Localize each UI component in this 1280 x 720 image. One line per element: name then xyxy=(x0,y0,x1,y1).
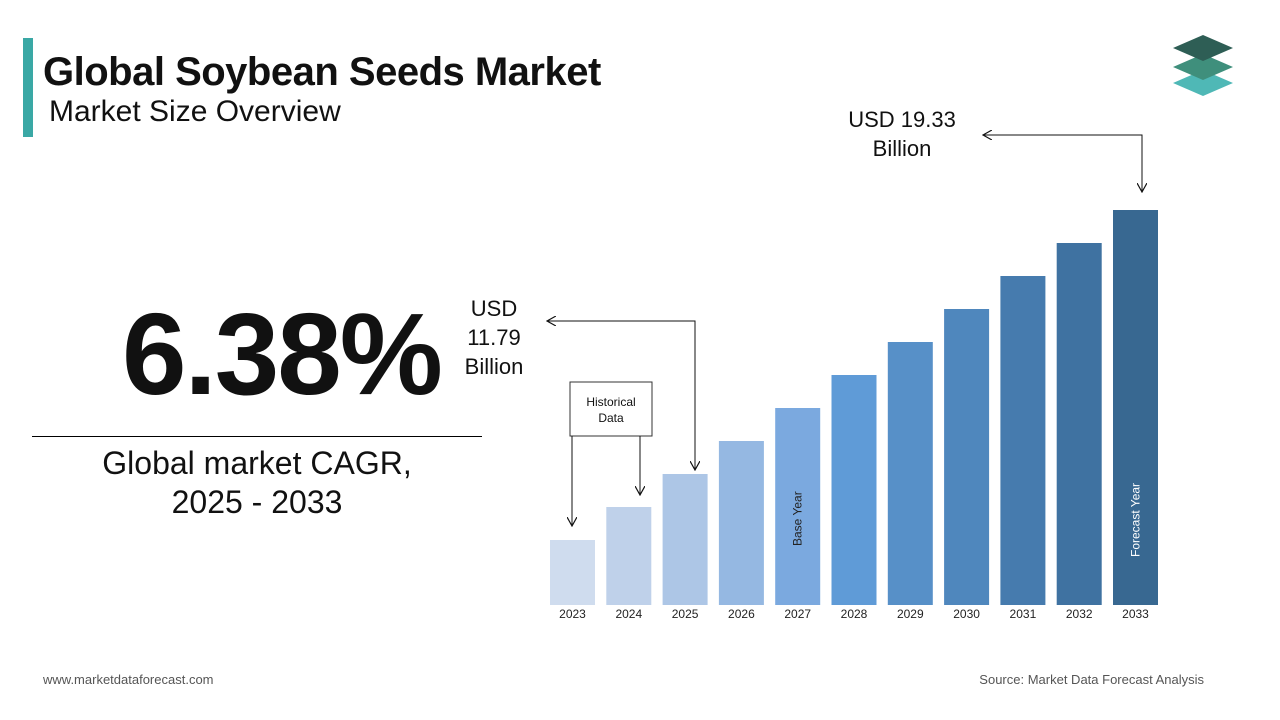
x-tick-2029: 2029 xyxy=(897,607,924,621)
bar-2024 xyxy=(606,507,652,605)
x-tick-2027: 2027 xyxy=(784,607,811,621)
historical-data-label-2: Data xyxy=(598,411,624,425)
bar-2031 xyxy=(1000,276,1046,605)
forecast-year-label: Forecast Year xyxy=(1129,483,1143,557)
bar-2027 xyxy=(775,408,821,605)
x-tick-2030: 2030 xyxy=(953,607,980,621)
base-year-label: Base Year xyxy=(791,491,805,546)
x-tick-2024: 2024 xyxy=(615,607,642,621)
cagr-label-line1: Global market CAGR, xyxy=(102,445,412,481)
x-tick-2026: 2026 xyxy=(728,607,755,621)
bar-2032 xyxy=(1056,243,1102,605)
x-tick-2028: 2028 xyxy=(841,607,868,621)
connector-usd-2025 xyxy=(548,320,696,470)
page-title: Global Soybean Seeds Market xyxy=(43,50,601,94)
bar-2026 xyxy=(718,441,764,605)
x-tick-2031: 2031 xyxy=(1010,607,1037,621)
bar-2023 xyxy=(550,540,595,605)
x-tick-2025: 2025 xyxy=(672,607,699,621)
bar-2028 xyxy=(831,375,877,605)
x-tick-2023: 2023 xyxy=(559,607,586,621)
footer-source: Source: Market Data Forecast Analysis xyxy=(979,672,1204,687)
usd-2025-label-2: 11.79 xyxy=(467,325,520,350)
cagr-divider xyxy=(32,436,482,437)
usd-2025-label-3: Billion xyxy=(465,354,524,379)
bar-2030 xyxy=(944,309,990,605)
logo-layer-middle xyxy=(1173,54,1233,80)
logo-layer-bottom xyxy=(1173,70,1233,96)
bar-2025 xyxy=(662,474,708,605)
title-accent-bar xyxy=(23,38,33,137)
stacked-layers-icon xyxy=(1173,35,1233,96)
x-tick-2033: 2033 xyxy=(1122,607,1149,621)
connector-usd-2033 xyxy=(984,134,1143,190)
historical-data-label-1: Historical xyxy=(586,395,635,409)
footer-website: www.marketdataforecast.com xyxy=(43,672,214,687)
logo-layer-top xyxy=(1173,35,1233,61)
bar-2033 xyxy=(1113,210,1158,605)
bar-2029 xyxy=(887,342,933,605)
usd-2033-label-2: Billion xyxy=(873,136,932,161)
page-subtitle: Market Size Overview xyxy=(49,95,341,128)
x-tick-2032: 2032 xyxy=(1066,607,1093,621)
cagr-value: 6.38% xyxy=(122,289,443,419)
cagr-label-line2: 2025 - 2033 xyxy=(171,484,343,520)
historical-data-box xyxy=(569,381,653,437)
cagr-label: Global market CAGR, 2025 - 2033 xyxy=(32,444,482,522)
usd-2025-label-1: USD xyxy=(471,296,517,321)
usd-2033-label-1: USD 19.33 xyxy=(848,107,956,132)
